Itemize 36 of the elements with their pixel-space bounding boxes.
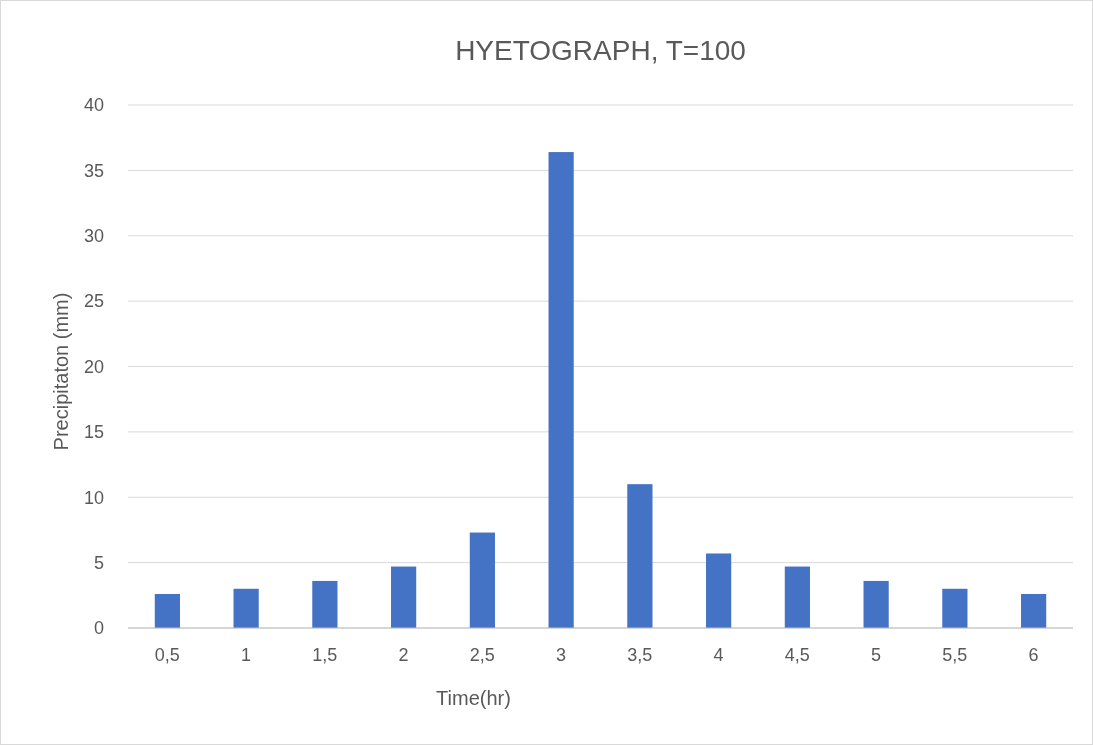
bar [312, 580, 338, 628]
x-tick-label: 2 [398, 645, 409, 665]
y-tick-label: 30 [83, 226, 104, 247]
x-axis-title: Time(hr) [436, 687, 511, 709]
bar [706, 553, 732, 628]
bar [391, 566, 417, 628]
bar [469, 532, 495, 628]
y-tick-label: 20 [83, 356, 104, 377]
bar [1021, 594, 1047, 628]
bar [784, 566, 810, 628]
x-tick-label: 3,5 [627, 645, 653, 665]
bar [154, 594, 180, 628]
x-tick-label: 0,5 [154, 645, 180, 665]
bar [942, 588, 968, 628]
x-tick-label: 1 [241, 645, 252, 665]
y-tick-label: 35 [83, 160, 104, 181]
x-tick-label: 5 [871, 645, 882, 665]
y-tick-label: 0 [93, 618, 104, 639]
bar [863, 580, 889, 628]
x-tick-label: 5,5 [942, 645, 968, 665]
x-tick-label: 4,5 [784, 645, 810, 665]
y-tick-label: 25 [83, 291, 104, 312]
x-tick-label: 6 [1028, 645, 1039, 665]
y-tick-label: 40 [83, 95, 104, 116]
x-tick-label: 1,5 [312, 645, 338, 665]
y-tick-label: 10 [83, 487, 104, 508]
bar [233, 588, 259, 628]
bar [548, 152, 574, 628]
y-tick-label: 15 [83, 422, 104, 443]
x-tick-label: 4 [713, 645, 724, 665]
chart-title: HYETOGRAPH, T=100 [455, 35, 746, 66]
y-axis-title: Precipitaton (mm) [50, 292, 72, 451]
x-tick-label: 3 [556, 645, 567, 665]
x-tick-label: 2,5 [469, 645, 495, 665]
bar [627, 484, 653, 628]
y-tick-label: 5 [93, 552, 104, 573]
